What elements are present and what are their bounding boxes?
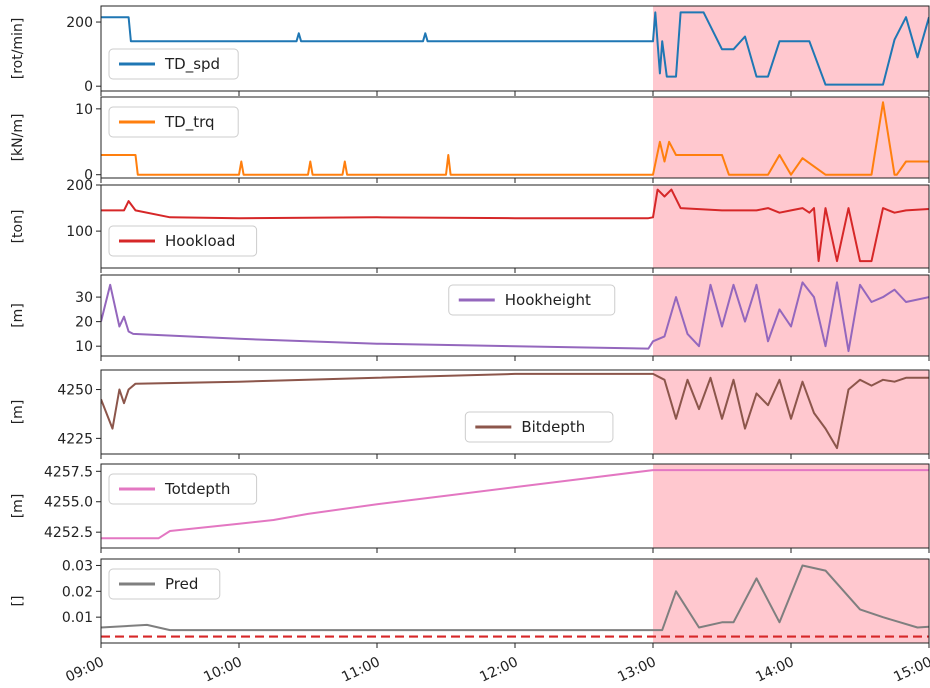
legend: Hookheight: [448, 284, 616, 316]
highlight-region: [653, 97, 929, 178]
panel-6: 4252.5 4255.0 4257.5 [m] Totdepth: [10, 463, 930, 553]
y-tick-label: 100: [66, 224, 93, 240]
series-line-hookheight: [101, 281, 929, 353]
x-tick-label: 15:00: [891, 654, 930, 686]
y-tick-label: 20: [75, 315, 93, 331]
highlight-region: [653, 559, 929, 643]
y-tick-label: 200: [66, 178, 93, 194]
legend-label: TD_spd: [164, 55, 220, 74]
y-axis-label: [m]: [10, 400, 26, 425]
legend-box: [448, 284, 616, 316]
highlight-region: [653, 185, 929, 268]
y-tick-label: 0.02: [62, 584, 93, 600]
legend-box: [108, 473, 258, 505]
panel-2: 0 10 [kN/m] TD_trq: [10, 96, 930, 184]
x-tick-label: 12:00: [477, 654, 520, 686]
panel-1: 0 200 [rot/min] TD_spd: [10, 5, 930, 96]
series-line-bitdepth: [101, 372, 929, 450]
highlight-region: [653, 6, 929, 91]
legend-box: [464, 411, 614, 443]
legend-box: [108, 106, 239, 138]
panel-7: 0.01 0.02 0.03 [] Pred: [10, 558, 930, 648]
legend-box: [108, 568, 221, 600]
y-tick-label: 4255.0: [44, 495, 93, 511]
series-line-pred: [101, 564, 929, 632]
legend: TD_trq: [108, 106, 239, 138]
x-tick-label: 09:00: [63, 654, 106, 686]
y-axis-label: [kN/m]: [10, 114, 26, 162]
legend: Pred: [108, 568, 221, 600]
x-tick-label: 14:00: [753, 654, 796, 686]
x-tick-label: 11:00: [339, 654, 382, 686]
panel-3: 100 200 [ton] Hookload: [10, 178, 930, 273]
legend-label: Hookheight: [505, 291, 591, 309]
legend-label: Pred: [165, 575, 198, 593]
legend: TD_spd: [108, 48, 239, 80]
y-axis-label: [rot/min]: [10, 18, 26, 80]
panel-5: 4225 4250 [m] Bitdepth: [10, 369, 930, 459]
legend-box: [108, 225, 258, 257]
y-tick-label: 10: [75, 102, 93, 118]
highlight-region: [653, 370, 929, 454]
legend: Totdepth: [108, 473, 258, 505]
series-line-totdepth: [101, 469, 929, 540]
y-tick-label: 0: [84, 79, 93, 95]
y-axis-label: [m]: [10, 494, 26, 519]
y-tick-label: 0.03: [62, 558, 93, 574]
x-tick-label: 13:00: [615, 654, 658, 686]
y-tick-label: 4257.5: [44, 464, 93, 480]
y-tick-label: 4250: [57, 383, 93, 399]
legend-label: Bitdepth: [521, 418, 585, 436]
highlight-region: [653, 275, 929, 356]
y-tick-label: 10: [75, 339, 93, 355]
panel-4: 10 20 30 [m] Hookheight: [10, 274, 930, 361]
y-axis-label: [m]: [10, 303, 26, 328]
y-tick-label: 0.01: [62, 610, 93, 626]
y-tick-label: 4225: [57, 431, 93, 447]
legend-label: TD_trq: [164, 113, 215, 132]
series-line-td-spd: [101, 11, 929, 86]
y-tick-label: 0: [84, 168, 93, 184]
highlight-region: [653, 464, 929, 548]
y-axis-label: []: [10, 596, 26, 607]
y-tick-label: 4252.5: [44, 525, 93, 541]
x-tick-label: 10:00: [201, 654, 244, 686]
legend-label: Totdepth: [164, 480, 230, 498]
legend: Bitdepth: [464, 411, 614, 443]
legend-box: [108, 48, 239, 80]
y-axis-label: [ton]: [10, 210, 26, 244]
y-tick-label: 30: [75, 290, 93, 306]
legend-label: Hookload: [165, 232, 235, 250]
series-line-td-trq: [101, 101, 929, 176]
series-line-hookload: [101, 188, 929, 263]
y-tick-label: 200: [66, 15, 93, 31]
x-axis: 09:00 10:00 11:00 12:00 13:00 14:00 15:00: [63, 654, 930, 686]
legend: Hookload: [108, 225, 258, 257]
